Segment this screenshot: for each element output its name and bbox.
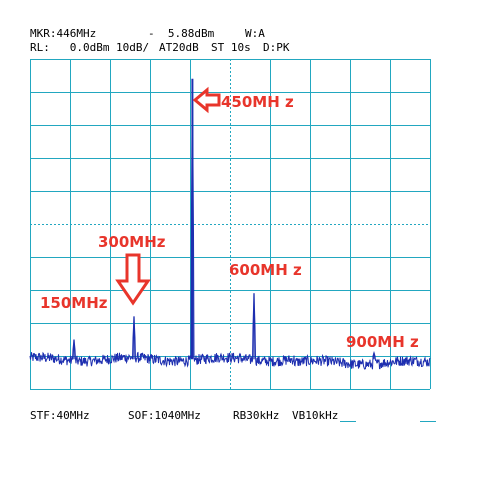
start-freq-readout: STF:40MHz — [30, 409, 90, 422]
marker-level-readout: - 5.88dBm — [148, 27, 215, 40]
vbw-readout: VB10kHz — [292, 409, 339, 422]
peak-label-150: 150MHz — [40, 294, 108, 312]
trace-mode-readout: W:A — [245, 27, 265, 40]
vbw-underline — [340, 421, 356, 422]
atten-readout: AT20dB — [159, 41, 199, 54]
status-underline — [420, 421, 436, 422]
left-arrow-icon — [192, 86, 221, 114]
down-arrow-icon — [115, 253, 151, 306]
peak-label-600: 600MH z — [229, 261, 302, 279]
annotations: 150MHz 300MHz 450MH z 600MH z 900MH z — [40, 86, 419, 351]
sweep-readout: ST 10s — [211, 41, 251, 54]
marker-readout: MKR:446MHz — [30, 27, 97, 40]
rbw-readout: RB30kHz — [233, 409, 280, 422]
scale-readout: 10dB/ — [116, 41, 150, 54]
detector-readout: D:PK — [263, 41, 290, 54]
trace-layer — [29, 78, 431, 370]
spectrum-trace — [29, 92, 431, 370]
peak-label-450: 450MH z — [221, 93, 294, 111]
peak-label-300: 300MHz — [98, 233, 166, 251]
peak-label-900: 900MH z — [346, 333, 419, 351]
stop-freq-readout: SOF:1040MHz — [128, 409, 201, 422]
ref-level-readout: RL: 0.0dBm — [30, 41, 110, 54]
grid — [30, 59, 431, 390]
